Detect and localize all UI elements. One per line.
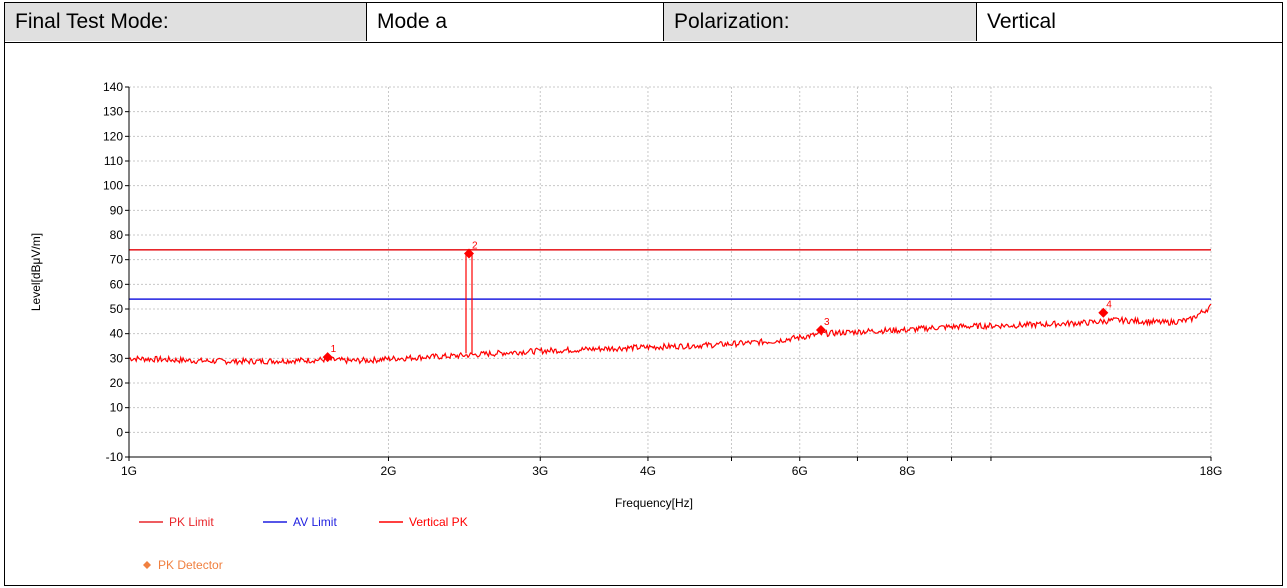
y-tick-label: 0: [116, 425, 123, 439]
y-tick-label: 20: [110, 376, 124, 390]
limit-lines: [129, 249, 1211, 300]
polarization-value: Vertical: [987, 10, 1056, 33]
marker-diamond-2: [464, 248, 475, 259]
legend-label-pk-limit: PK Limit: [169, 515, 214, 529]
y-tick-label: 100: [103, 179, 123, 193]
y-tick-label: 70: [110, 253, 124, 267]
y-tick-label: 10: [110, 401, 124, 415]
marker-label-3: 3: [824, 317, 830, 328]
x-axis-label: Frequency[Hz]: [615, 496, 693, 510]
legend-label-pk-detector: PK Detector: [158, 558, 223, 572]
marker-layer: 1 2 3 4: [322, 241, 1112, 363]
marker-diamond-1: [322, 352, 333, 363]
polarization-label: Polarization:: [664, 3, 977, 41]
y-tick-label: 120: [103, 129, 123, 143]
y-tick-label: 140: [103, 80, 123, 94]
marker-label-1: 1: [331, 344, 337, 355]
legend-label-vertical-pk: Vertical PK: [409, 515, 468, 529]
y-tick-label: 110: [104, 154, 123, 168]
report-frame: Final Test Mode: Mode a Polarization: Ve…: [4, 2, 1283, 586]
x-tick-label: 1G: [121, 464, 137, 478]
x-tick-label: 2G: [380, 464, 396, 478]
chart-legend: PK Limit AV Limit Vertical PK PK Detector: [139, 515, 468, 572]
y-tick-label: 80: [110, 228, 124, 242]
y-tick-label: 50: [110, 302, 124, 316]
y-tick-label: -10: [106, 450, 124, 464]
chart-axes: -10 0 10 20 30 40 50 60 70 80 90 100 110 120 130 140 1G 2…: [103, 80, 1222, 478]
legend-label-av-limit: AV Limit: [293, 515, 337, 529]
legend-swatch-pk-detector: [143, 561, 151, 569]
final-test-mode-label: Final Test Mode:: [5, 3, 367, 41]
y-tick-label: 130: [103, 105, 123, 119]
marker-diamond-4: [1098, 307, 1109, 318]
vertical-pk-trace: [128, 303, 1212, 366]
chart-grid: [128, 86, 1212, 458]
marker-label-2: 2: [472, 241, 478, 252]
test-info-header: Final Test Mode: Mode a Polarization: Ve…: [5, 3, 1282, 43]
y-tick-label: 90: [110, 203, 124, 217]
x-tick-label: 18G: [1200, 464, 1223, 478]
x-tick-label: 8G: [899, 464, 915, 478]
x-tick-label: 4G: [640, 464, 656, 478]
y-tick-label: 30: [110, 351, 124, 365]
final-test-mode-value: Mode a: [367, 3, 664, 41]
x-tick-label: 6G: [792, 464, 808, 478]
y-axis-label: Level[dBμV/m]: [29, 233, 43, 311]
marker-label-4: 4: [1106, 300, 1112, 311]
y-tick-label: 60: [110, 277, 124, 291]
x-tick-label: 3G: [532, 464, 548, 478]
marker-diamond-3: [815, 324, 826, 335]
y-tick-label: 40: [110, 327, 124, 341]
spike-trace: [465, 252, 473, 354]
